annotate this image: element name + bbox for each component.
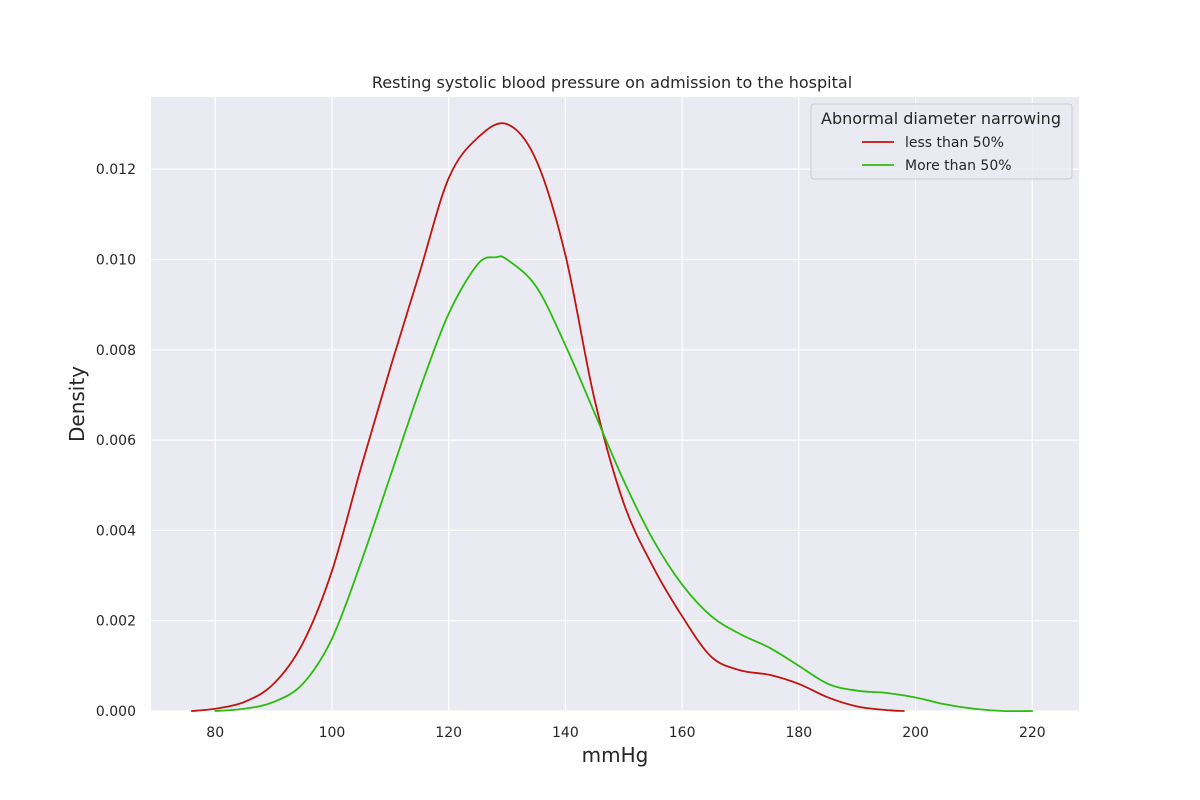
- legend-label: More than 50%: [905, 158, 1012, 174]
- x-tick-label: 140: [552, 725, 579, 741]
- x-tick-label: 200: [902, 725, 929, 741]
- x-tick-label: 120: [435, 725, 462, 741]
- legend: Abnormal diameter narrowing less than 50…: [810, 103, 1073, 180]
- legend-label: less than 50%: [905, 135, 1004, 151]
- x-tick-labels: 80 100 120 140 160 180 200 220: [206, 725, 1045, 741]
- plot-area: [151, 97, 1079, 711]
- x-tick-label: 100: [319, 725, 346, 741]
- y-tick-label: 0.000: [96, 704, 136, 720]
- y-tick-label: 0.002: [96, 614, 136, 630]
- series-line-0: [190, 122, 905, 712]
- x-tick-label: 80: [206, 725, 224, 741]
- x-tick-label: 220: [1019, 725, 1046, 741]
- y-tick-label: 0.010: [96, 253, 136, 269]
- y-tick-label: 0.004: [96, 523, 136, 539]
- grid-lines: [151, 97, 1079, 712]
- legend-box: [810, 103, 1073, 180]
- y-tick-label: 0.008: [96, 343, 136, 359]
- y-axis-title: Density: [65, 366, 89, 442]
- x-axis-title: mmHg: [582, 743, 649, 767]
- series-layer: [190, 122, 1034, 713]
- legend-title: Abnormal diameter narrowing: [821, 109, 1061, 128]
- y-tick-label: 0.012: [96, 162, 136, 178]
- series-line-1: [214, 255, 1034, 713]
- y-tick-labels: 0.000 0.002 0.004 0.006 0.008 0.010 0.012: [96, 162, 136, 720]
- chart-title: Resting systolic blood pressure on admis…: [372, 73, 852, 92]
- legend-items: less than 50% More than 50%: [862, 135, 1012, 174]
- y-tick-label: 0.006: [96, 433, 136, 449]
- x-tick-label: 180: [785, 725, 812, 741]
- x-tick-label: 160: [669, 725, 696, 741]
